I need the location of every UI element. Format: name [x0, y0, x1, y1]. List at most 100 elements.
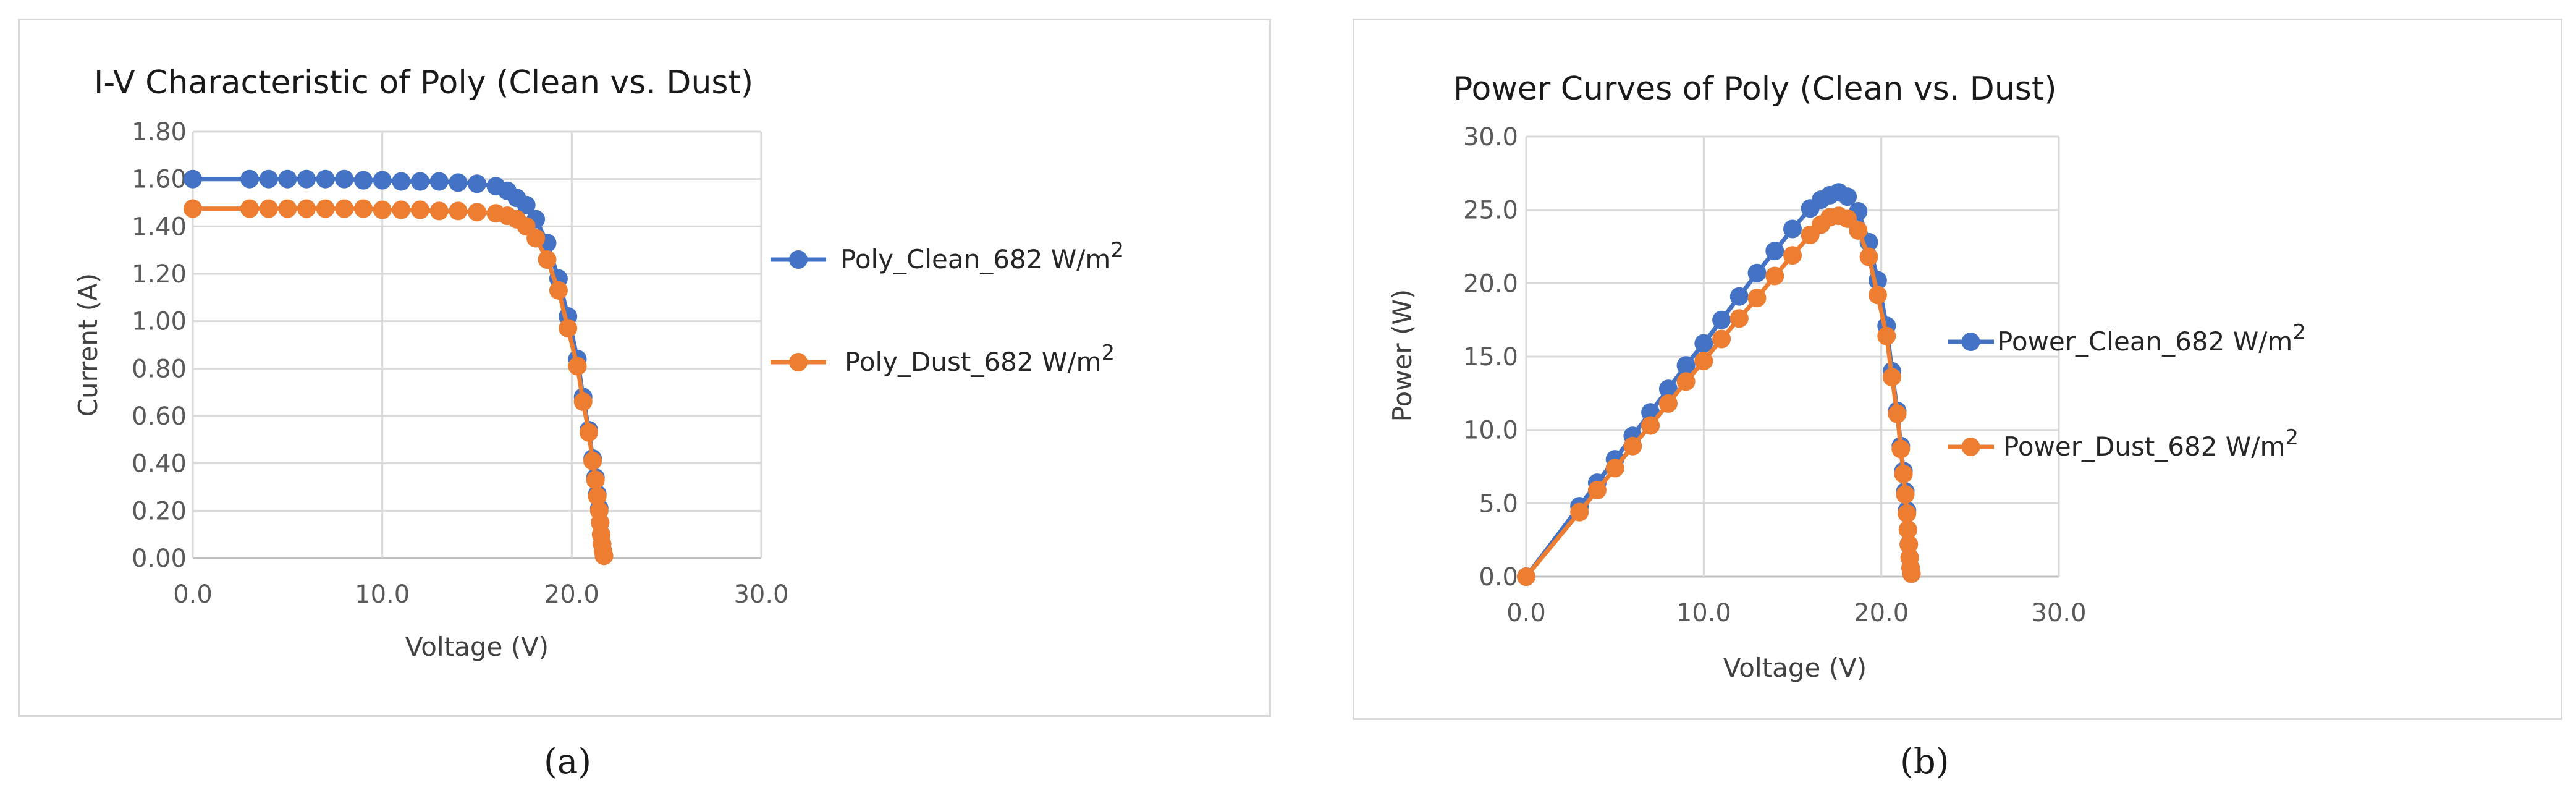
iv-series-2-point [373, 200, 392, 219]
power-series-2-point [1849, 221, 1868, 240]
power-series-line-2 [1524, 213, 1914, 578]
iv-series-2-point [586, 470, 605, 490]
iv-x-axis-title: Voltage (V) [405, 632, 549, 662]
chart-panel-iv: I-V Characteristic of Poly (Clean vs. Du… [18, 19, 1271, 717]
power-series-2-point [1868, 286, 1887, 305]
power-chart-svg: Power Curves of Poly (Clean vs. Dust) 0.0… [1387, 70, 2306, 683]
iv-y-tick-label: 1.40 [132, 213, 187, 241]
iv-series-1-point [449, 173, 468, 192]
iv-series-1-point [411, 172, 429, 191]
iv-y-tick-label: 1.80 [132, 118, 187, 146]
iv-series-2-point [259, 199, 278, 218]
chart-panel-power: Power Curves of Poly (Clean vs. Dust) 0.0… [1353, 19, 2562, 720]
power-series-2-point [1888, 404, 1907, 423]
iv-legend-superscript: 2 [1110, 238, 1124, 263]
iv-series-2-point [526, 229, 546, 248]
iv-series-2-point [316, 199, 335, 218]
power-y-tick-label: 10.0 [1463, 417, 1518, 445]
power-series-2-point [1882, 368, 1901, 387]
power-series-1-point [1712, 310, 1731, 329]
power-series-2-point [1517, 567, 1535, 586]
iv-legend-label-1: Poly_Clean_682 W/m2 [840, 238, 1124, 274]
iv-series-2-point [278, 199, 297, 218]
power-series-2-point [1902, 564, 1921, 583]
iv-x-tick-label: 0.0 [173, 580, 213, 609]
power-series-1-point [1658, 379, 1678, 399]
iv-x-tick-label: 30.0 [733, 580, 788, 609]
power-series-2-point [1899, 535, 1919, 554]
iv-series-2-point [392, 200, 411, 219]
power-series-1-point [1676, 356, 1696, 375]
power-series-2-point [1712, 329, 1731, 349]
iv-series-1-point [259, 169, 278, 189]
power-x-axis-title: Voltage (V) [1723, 653, 1867, 683]
iv-series-2-point [449, 201, 468, 221]
iv-series-2-point [594, 546, 614, 566]
iv-series-2-point [411, 200, 429, 219]
power-y-tick-label: 25.0 [1463, 197, 1518, 225]
power-y-tick-label: 20.0 [1463, 269, 1518, 298]
iv-series-1-point [373, 171, 392, 190]
power-series-2-point [1658, 394, 1678, 413]
power-series-2-point [1783, 246, 1802, 265]
iv-y-axis-title: Current (A) [73, 273, 103, 417]
iv-y-tick-label: 0.60 [132, 402, 187, 431]
caption-b: (b) [1900, 742, 1949, 782]
power-series-2-point [1859, 247, 1878, 266]
power-y-tick-label: 0.0 [1479, 563, 1518, 591]
iv-series-2-point [573, 392, 593, 411]
iv-x-tick-label: 20.0 [544, 580, 599, 609]
iv-chart-title: I-V Characteristic of Poly (Clean vs. Du… [94, 64, 753, 101]
power-legend-superscript: 2 [2292, 320, 2306, 345]
iv-y-tick-label: 1.00 [132, 308, 187, 336]
power-series-2-point [1838, 209, 1857, 228]
iv-series-2-point [184, 199, 202, 218]
iv-chart-svg: I-V Characteristic of Poly (Clean vs. Du… [73, 64, 1124, 662]
power-legend-superscript: 2 [2285, 425, 2299, 450]
iv-y-tick-label: 0.20 [132, 497, 187, 525]
iv-y-tick-label: 0.00 [132, 545, 187, 573]
power-y-tick-label: 30.0 [1463, 123, 1518, 151]
iv-series-2-point [297, 199, 316, 218]
power-legend-marker-1 [1961, 333, 1980, 351]
power-legend-label-1: Power_Clean_682 W/m2 [1997, 320, 2306, 357]
iv-series-1-point [335, 169, 354, 189]
power-series-2-point [1587, 481, 1607, 499]
iv-legend-marker-1 [789, 250, 808, 269]
caption-a: (a) [544, 742, 592, 782]
power-series-2-point [1747, 289, 1767, 308]
power-y-axis-title: Power (W) [1387, 289, 1417, 422]
iv-y-tick-label: 1.20 [132, 260, 187, 289]
power-x-tick-label: 20.0 [1854, 599, 1909, 627]
iv-series-1-point [184, 169, 202, 189]
power-series-2-point [1570, 502, 1589, 522]
iv-series-2-point [568, 357, 587, 376]
power-series-2-point [1877, 326, 1896, 345]
power-series-2-point [1605, 459, 1624, 478]
iv-series-1-point [316, 169, 335, 189]
iv-series-2-point [588, 487, 607, 506]
power-series-2-point [1898, 504, 1917, 523]
power-y-tick-label: 5.0 [1479, 490, 1518, 518]
power-series-1-point [1838, 187, 1857, 206]
iv-series-2-point [579, 423, 598, 442]
iv-y-tick-label: 0.40 [132, 450, 187, 478]
iv-series-2-point [429, 201, 449, 221]
power-series-1-point [1729, 287, 1749, 306]
iv-series-1-point [297, 169, 316, 189]
power-x-tick-label: 30.0 [2031, 599, 2086, 627]
iv-series-1-point [468, 174, 486, 193]
power-series-2-point [1898, 520, 1917, 540]
power-x-tick-label: 0.0 [1506, 599, 1546, 627]
iv-series-1-point [392, 172, 411, 191]
power-legend-marker-2 [1961, 438, 1980, 456]
iv-series-2-point [354, 199, 373, 218]
power-series-2-point [1891, 439, 1911, 459]
power-series-2-point [1676, 372, 1696, 391]
iv-legend-label-2: Poly_Dust_682 W/m2 [845, 341, 1115, 377]
iv-series-1-point [278, 169, 297, 189]
power-series-2-point [1896, 485, 1915, 504]
iv-series-2-point [538, 250, 557, 269]
iv-series-2-point [240, 199, 259, 218]
power-series-1-point [1694, 334, 1713, 353]
